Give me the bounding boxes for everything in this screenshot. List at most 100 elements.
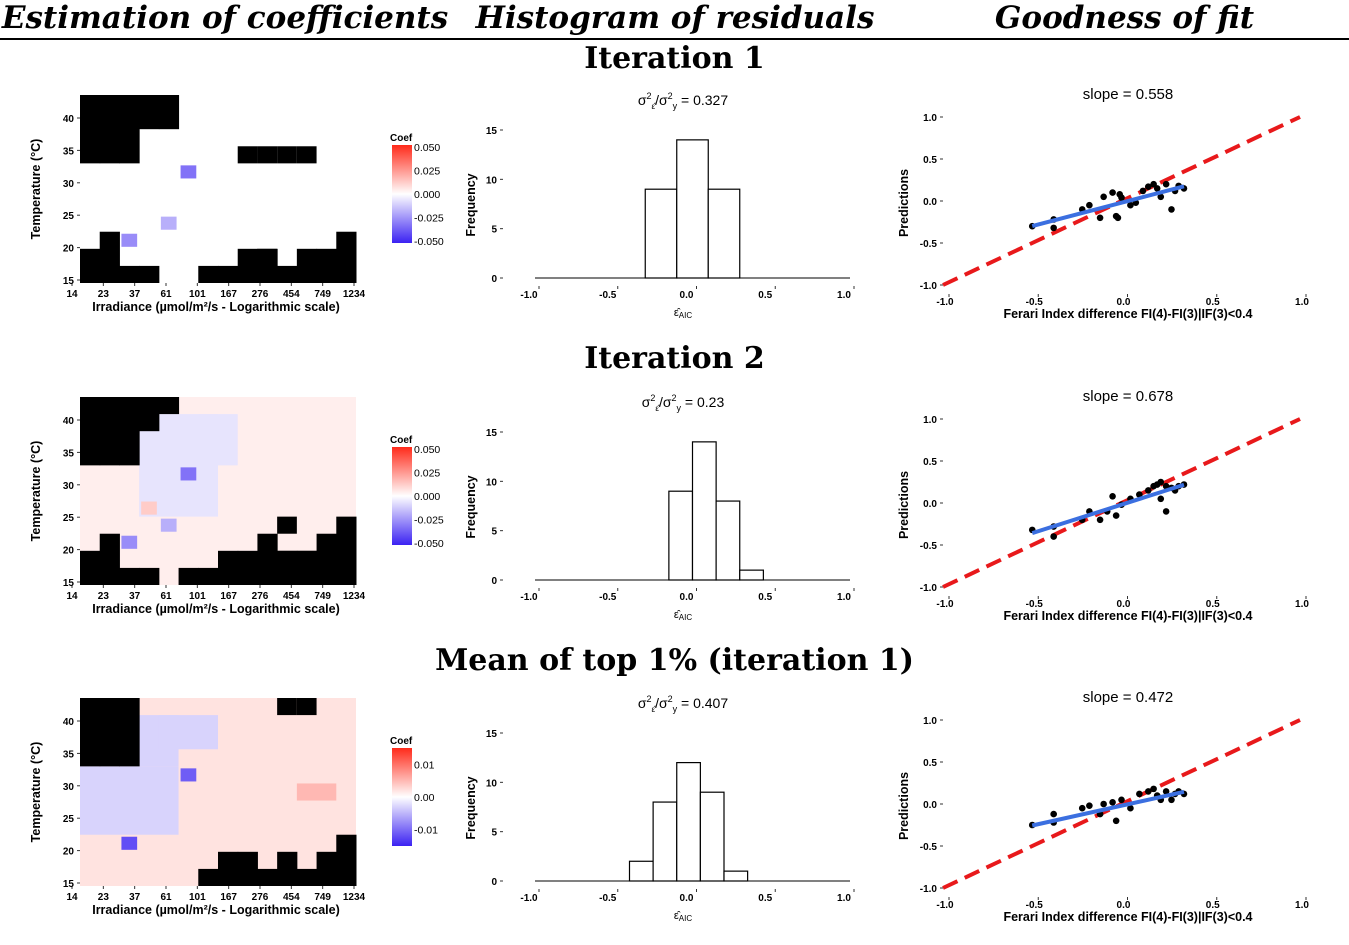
heatmap-mask-bottom [316,248,337,283]
legend-tick-label: 0.050 [414,142,440,154]
histogram-ylabel: Frequency [464,776,478,839]
fit-xtick-label: -1.0 [936,297,954,308]
heatmap-ytick-label: 35 [63,448,75,459]
heatmap-mask-bottom [99,533,120,585]
histogram-xtick-label: 1.0 [837,592,851,603]
histogram-xtick-label: -1.0 [520,290,538,301]
heatmap-xtick-label: 23 [98,892,110,903]
heatmap-cell [121,836,138,850]
fit-point [1127,201,1134,209]
heatmap-ytick-label: 25 [63,513,75,524]
heatmap-xtick-label: 454 [283,892,300,903]
heatmap-mask-top [158,397,180,415]
fit-ytick-label: -0.5 [920,541,938,552]
histogram-xlabel: ε̂AIC [674,910,692,923]
heatmap-mask-cell [316,550,337,568]
histogram-ytick-label: 15 [486,126,498,137]
heatmap-mask-top [119,397,140,466]
heatmap-ytick-label: 35 [63,749,75,760]
fit-point [1109,189,1116,196]
heatmap-mask-bottom [178,567,199,585]
fit-point [1153,185,1161,192]
heatmap-mask-top [99,397,120,466]
heatmap-xtick-label: 276 [252,892,269,903]
heatmap-xlabel: Irradiance (µmol/m²/s - Logarithmic scal… [92,602,340,616]
fit-point [1168,206,1175,213]
histogram-title: σ2ε̂/σ2y = 0.327 [638,91,728,111]
heatmap-mask-cell [257,146,278,164]
heatmap-mask-bottom [139,567,160,585]
fit-point [1109,492,1116,500]
histogram-xtick-label: 0.5 [758,592,772,603]
heatmap-mask-cell [257,248,278,266]
legend-tick-label: 0.050 [414,444,440,456]
heatmap-mask-bottom [218,265,239,283]
legend-tick-label: 0.000 [414,491,440,503]
histogram-ytick-label: 10 [486,175,498,186]
fit-regression-line [1031,482,1185,536]
fit-point [1112,512,1120,519]
heatmap-mask-top [99,698,120,767]
heatmap-cell [121,535,138,549]
heatmap-ytick-label: 15 [63,879,75,890]
heatmap-xtick-label: 167 [220,591,237,602]
fit-ytick-label: 0.0 [923,499,937,510]
fit-xtick-label: 1.0 [1295,900,1309,911]
fit-xlabel: Ferari Index difference FI(4)-FI(3)|IF(3… [1003,307,1252,321]
histogram-xlabel: ε̂AIC [674,609,692,622]
fit-xtick-label: 1.0 [1295,297,1309,308]
heatmap-cell [180,467,197,481]
histogram-ytick-label: 5 [491,828,497,839]
histogram-xtick-label: -0.5 [599,893,617,904]
heatmap-xtick-label: 454 [283,591,300,602]
fit-ytick-label: 1.0 [923,716,937,727]
heatmap-mask-bottom [296,868,318,886]
fit-ylabel: Predictions [897,772,911,840]
heatmap-mask-bottom [80,248,101,283]
fit-point [1127,804,1134,812]
fit-point [1162,180,1170,188]
fit-xtick-label: -1.0 [936,900,954,911]
histogram-bar [644,188,678,279]
fit-point [1086,802,1093,809]
fit-point [1157,495,1165,503]
legend-colorbar [392,145,412,243]
heatmap-mask-bottom [237,851,258,886]
fit-ylabel: Predictions [897,471,911,539]
heatmap-ytick-label: 30 [63,481,75,492]
heatmap-mask-top [80,95,101,164]
fit-ytick-label: -1.0 [920,884,938,895]
heatmap-xtick-label: 61 [160,289,172,300]
heatmap-cell [180,768,197,782]
heatmap-xtick-label: 101 [189,289,206,300]
heatmap-mask-bottom [198,868,219,886]
fit-xtick-label: -0.5 [1026,297,1044,308]
heatmap-ytick-label: 20 [63,244,75,255]
fit-point [1100,193,1107,201]
fit-ytick-label: -1.0 [920,281,938,292]
legend-tick-label: 0.025 [414,467,440,479]
fit-xtick-label: -0.5 [1026,900,1044,911]
heatmap-xtick-label: 1234 [343,591,366,602]
heatmap-ytick-label: 30 [63,179,75,190]
histogram-ytick-label: 10 [486,477,498,488]
heatmap-mask-bottom [119,567,140,585]
fit-point [1144,487,1152,494]
heatmap-mask-cell [257,550,278,568]
heatmap-mask-cell [336,567,356,585]
fit-point [1050,224,1057,232]
histogram-ytick-label: 0 [491,274,497,285]
fit-point [1078,804,1086,812]
fit-point [1157,478,1165,486]
histogram-bar [707,188,741,279]
heatmap-xtick-label: 37 [129,892,141,903]
heatmap-ytick-label: 35 [63,146,75,157]
histogram-ytick-label: 15 [486,428,498,439]
heatmap-ytick-label: 30 [63,782,75,793]
fit-ytick-label: 0.0 [923,800,937,811]
heatmap-xtick-label: 276 [252,591,269,602]
histogram-xtick-label: 1.0 [837,290,851,301]
fit-point [1050,533,1057,540]
fit-ylabel: Predictions [897,169,911,237]
heatmap-ylabel: Temperature (°C) [29,139,43,240]
